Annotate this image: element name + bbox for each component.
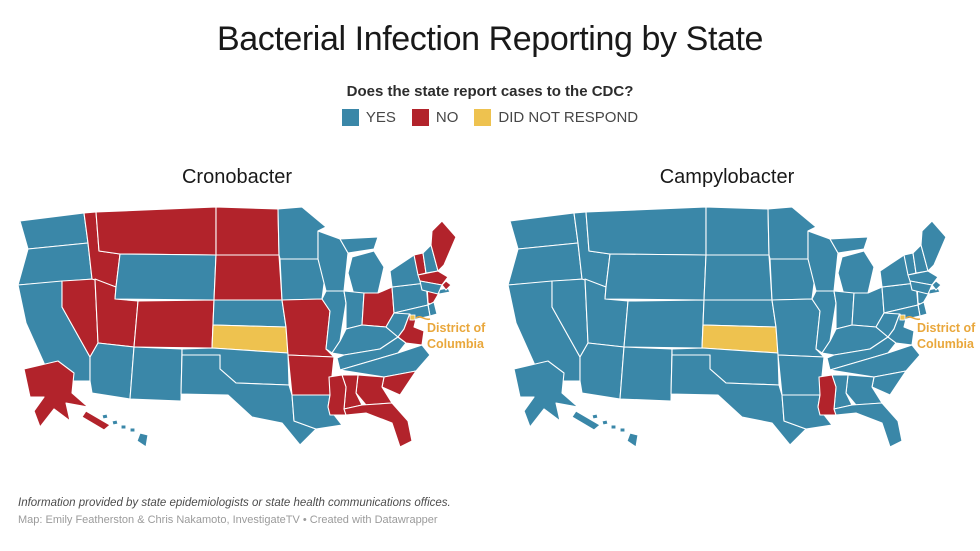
state-CO[interactable] — [133, 299, 215, 349]
state-AZ[interactable] — [89, 342, 135, 400]
footer: Information provided by state epidemiolo… — [18, 497, 451, 526]
state-HI[interactable] — [591, 413, 639, 448]
state-IN[interactable] — [343, 290, 365, 330]
state-HI[interactable] — [101, 413, 149, 448]
state-AR[interactable] — [777, 354, 825, 396]
maps-row: Cronobacter District of Columbia Campylob… — [0, 166, 980, 457]
state-CT[interactable] — [909, 280, 933, 295]
state-RI[interactable] — [931, 280, 942, 291]
state-MS[interactable] — [327, 374, 347, 416]
state-OR[interactable] — [17, 242, 93, 286]
dc-label-line-2: Columbia — [917, 337, 975, 351]
dc-leader-line — [905, 315, 921, 321]
state-CT[interactable] — [419, 280, 443, 295]
map-title-cronobacter: Cronobacter — [181, 166, 293, 188]
legend-label-no: NO — [435, 109, 459, 126]
map-block-campylobacter: Campylobacter District of Columbia — [490, 166, 980, 457]
state-VA[interactable] — [397, 312, 425, 346]
state-NM[interactable] — [619, 346, 673, 402]
state-WY[interactable] — [604, 253, 707, 301]
state-IN[interactable] — [833, 290, 855, 330]
legend-item-no: NO — [411, 109, 459, 126]
legend-item-dnr: DID NOT RESPOND — [474, 109, 638, 126]
state-MT[interactable] — [585, 206, 707, 256]
us-map-campylobacter: District of Columbia — [507, 206, 976, 448]
state-CO[interactable] — [623, 299, 705, 349]
state-DC[interactable] — [409, 314, 416, 321]
state-AZ[interactable] — [579, 342, 625, 400]
credit-note: Map: Emily Featherston & Chris Nakamoto,… — [18, 514, 438, 526]
state-AR[interactable] — [287, 354, 335, 396]
state-MS[interactable] — [817, 374, 837, 416]
state-FL[interactable] — [833, 402, 903, 448]
map-block-cronobacter: Cronobacter District of Columbia — [0, 166, 490, 457]
state-SD[interactable] — [703, 254, 773, 301]
state-ND[interactable] — [215, 206, 280, 256]
state-RI[interactable] — [441, 280, 452, 291]
state-WY[interactable] — [114, 253, 217, 301]
state-NE[interactable] — [212, 299, 287, 328]
page-title: Bacterial Infection Reporting by State — [216, 20, 764, 58]
state-DC[interactable] — [899, 314, 906, 321]
source-note: Information provided by state epidemiolo… — [18, 497, 451, 509]
legend-label-dnr: DID NOT RESPOND — [498, 109, 639, 126]
legend-label-yes: YES — [365, 109, 396, 126]
state-MT[interactable] — [95, 206, 217, 256]
state-AK[interactable] — [23, 360, 111, 431]
state-ND[interactable] — [705, 206, 770, 256]
state-OR[interactable] — [507, 242, 583, 286]
state-FL[interactable] — [343, 402, 413, 448]
dc-leader-line — [415, 315, 431, 321]
us-map-cronobacter: District of Columbia — [17, 206, 486, 448]
map-title-campylobacter: Campylobacter — [659, 166, 795, 188]
state-NE[interactable] — [702, 299, 777, 328]
dc-label-line-2: Columbia — [427, 337, 485, 351]
legend-question: Does the state report cases to the CDC? — [346, 83, 634, 100]
state-SD[interactable] — [213, 254, 283, 301]
dc-label-line-1: District of — [427, 321, 486, 335]
legend-swatch-yes — [341, 109, 359, 126]
legend: Does the state report cases to the CDC? … — [0, 83, 980, 126]
legend-swatch-dnr — [474, 109, 492, 126]
legend-swatch-no — [411, 109, 429, 126]
dc-label-line-1: District of — [917, 321, 976, 335]
state-NM[interactable] — [129, 346, 183, 402]
legend-item-yes: YES — [341, 109, 396, 126]
state-AK[interactable] — [513, 360, 601, 431]
state-VA[interactable] — [887, 312, 915, 346]
legend-items: YES NO DID NOT RESPOND — [0, 109, 980, 126]
